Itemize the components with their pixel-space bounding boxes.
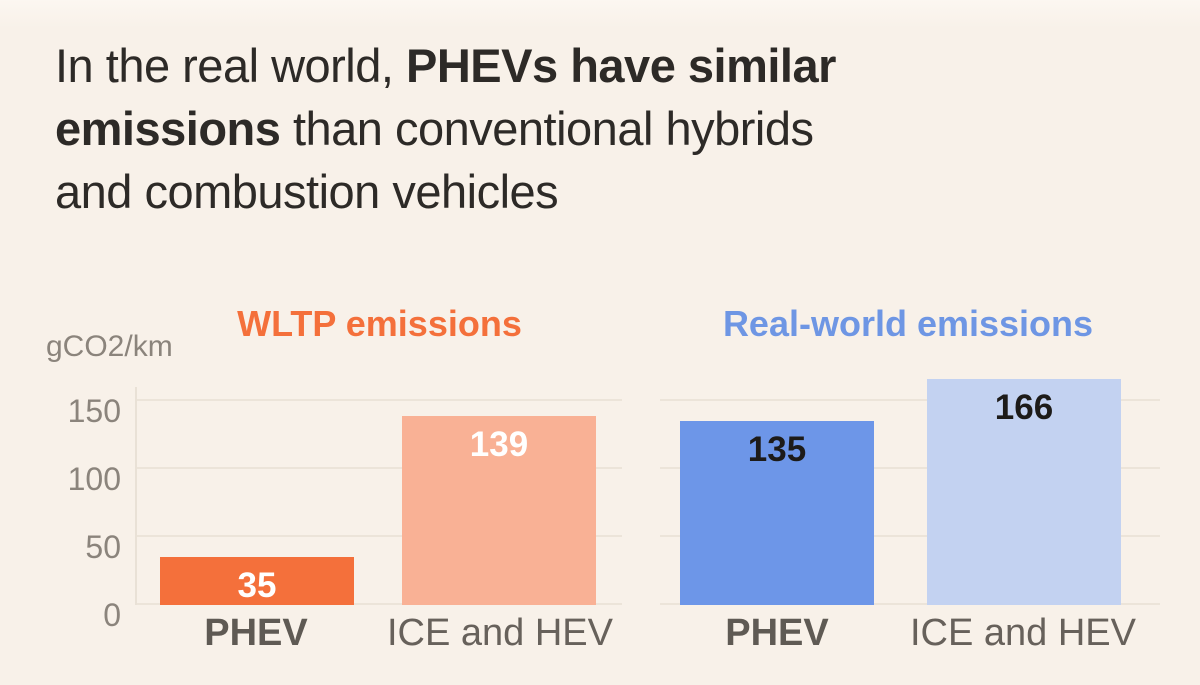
bar-wltp-phev: 35	[160, 557, 354, 605]
bar-value-label: 139	[469, 425, 529, 464]
y-axis-unit-label: gCO2/km	[46, 330, 173, 363]
headline-segment-bold: PHEVs have similar	[406, 39, 836, 92]
y-tick-100: 100	[67, 461, 121, 497]
gridline-100	[660, 467, 1160, 469]
real-world-plot-area: 135 166	[660, 365, 1160, 605]
gridline-50	[660, 535, 1160, 537]
y-axis-line	[135, 387, 137, 605]
bar-wltp-ice-hev: 139	[402, 416, 596, 605]
real-world-emissions-header: Real-world emissions	[722, 303, 1094, 344]
x-label-wltp-phev: PHEV	[204, 612, 308, 654]
y-tick-0: 0	[103, 597, 121, 633]
gridline-50	[137, 535, 622, 537]
headline-segment: In the real world,	[55, 39, 407, 92]
gridline-100	[137, 467, 622, 469]
x-label-real-world-ice-hev: ICE and HEV	[910, 612, 1136, 654]
bar-value-label: 166	[994, 388, 1054, 427]
headline-segment-bold: emissions	[55, 102, 281, 155]
y-tick-150: 150	[67, 393, 121, 429]
y-tick-50: 50	[85, 529, 121, 565]
bar-real-world-ice-hev: 166	[927, 379, 1121, 605]
x-label-wltp-ice-hev: ICE and HEV	[387, 612, 613, 654]
bar-value-label: 135	[747, 430, 807, 469]
headline-segment: and combustion vehicles	[55, 165, 559, 218]
bar-value-label: 35	[237, 566, 277, 605]
chart-headline: In the real world, PHEVs have similar em…	[55, 34, 1125, 223]
gridline-0-baseline	[660, 603, 1160, 605]
gridline-150	[660, 399, 1160, 401]
x-label-real-world-phev: PHEV	[725, 612, 829, 654]
wltp-plot-area: 150 100 50 0 35 139	[68, 365, 622, 631]
bar-real-world-phev: 135	[680, 421, 874, 605]
gridline-0-baseline	[137, 603, 622, 605]
gridline-150	[137, 399, 622, 401]
headline-segment: than conventional hybrids	[280, 102, 814, 155]
wltp-emissions-header: WLTP emissions	[237, 303, 522, 344]
